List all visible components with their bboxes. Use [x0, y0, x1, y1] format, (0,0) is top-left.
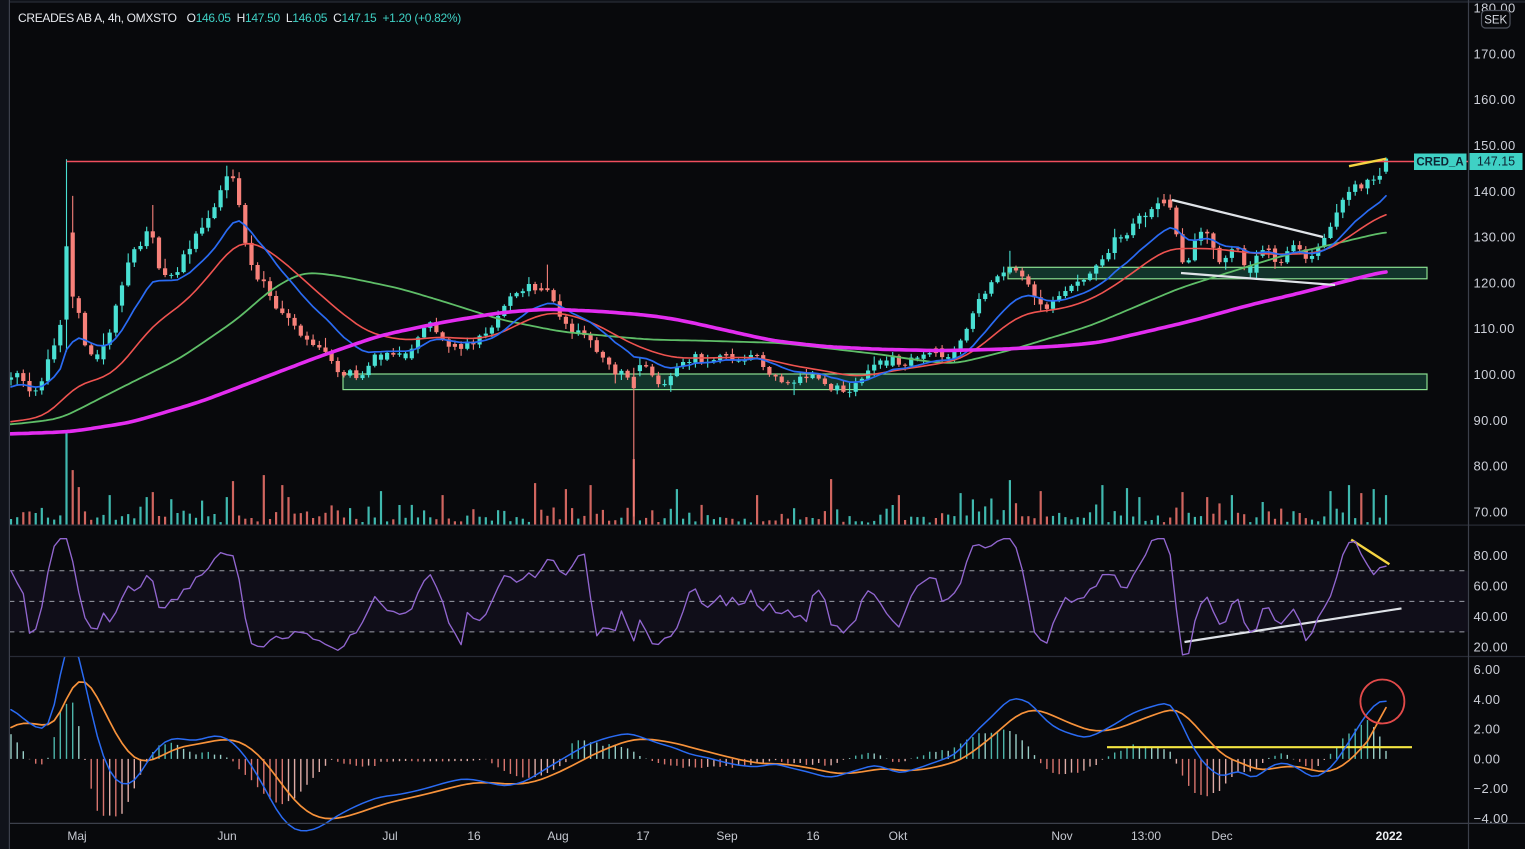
svg-text:160.00: 160.00: [1474, 92, 1516, 107]
svg-text:Maj: Maj: [67, 829, 86, 843]
svg-text:Sep: Sep: [716, 829, 738, 843]
svg-text:16: 16: [806, 829, 820, 843]
svg-text:Okt: Okt: [889, 829, 908, 843]
svg-text:60.00: 60.00: [1474, 579, 1509, 594]
svg-text:20.00: 20.00: [1474, 640, 1509, 655]
svg-text:0.00: 0.00: [1474, 751, 1501, 766]
svg-text:40.00: 40.00: [1474, 609, 1509, 624]
svg-text:150.00: 150.00: [1474, 138, 1516, 153]
svg-text:Nov: Nov: [1051, 829, 1072, 843]
svg-text:100.00: 100.00: [1474, 367, 1516, 382]
svg-text:16: 16: [467, 829, 481, 843]
svg-text:Jun: Jun: [217, 829, 236, 843]
svg-text:147.15: 147.15: [1477, 155, 1515, 169]
svg-text:CRED_A: CRED_A: [1416, 157, 1463, 169]
svg-text:−4.00: −4.00: [1474, 811, 1509, 826]
svg-text:2.00: 2.00: [1474, 722, 1501, 737]
svg-text:13:00: 13:00: [1131, 829, 1161, 843]
svg-text:130.00: 130.00: [1474, 230, 1516, 245]
svg-text:4.00: 4.00: [1474, 692, 1501, 707]
svg-text:Jul: Jul: [382, 829, 397, 843]
svg-text:6.00: 6.00: [1474, 662, 1501, 677]
svg-text:−2.00: −2.00: [1474, 781, 1509, 796]
svg-text:170.00: 170.00: [1474, 46, 1516, 61]
svg-text:Dec: Dec: [1211, 829, 1232, 843]
svg-text:Aug: Aug: [547, 829, 568, 843]
svg-text:120.00: 120.00: [1474, 275, 1516, 290]
svg-text:17: 17: [636, 829, 650, 843]
svg-text:110.00: 110.00: [1474, 321, 1515, 336]
svg-text:80.00: 80.00: [1474, 548, 1509, 563]
svg-text:SEK: SEK: [1484, 15, 1507, 27]
svg-text:70.00: 70.00: [1474, 504, 1509, 519]
svg-text:90.00: 90.00: [1474, 413, 1509, 428]
svg-text:80.00: 80.00: [1474, 459, 1509, 474]
svg-text:2022: 2022: [1376, 829, 1403, 843]
svg-text:140.00: 140.00: [1474, 184, 1516, 199]
